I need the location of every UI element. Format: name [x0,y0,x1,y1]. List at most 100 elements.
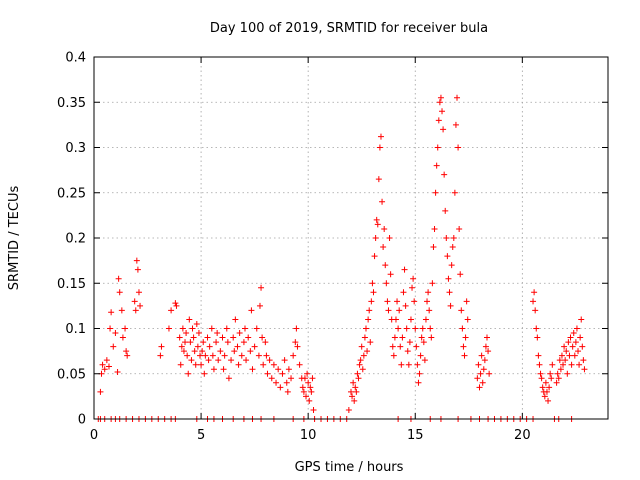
data-point [538,375,545,382]
data-point [451,189,458,196]
data-point [294,343,301,350]
data-point [268,375,275,382]
data-point [205,357,212,364]
data-point [424,298,431,305]
data-point [379,198,386,205]
data-point [185,370,192,377]
data-point [461,352,468,359]
data-point [300,388,307,395]
data-point [115,275,122,282]
data-point [452,121,459,128]
data-point [569,343,576,350]
data-point [534,334,541,341]
data-point [482,343,489,350]
data-point [308,388,315,395]
data-point [219,334,226,341]
data-point [389,343,396,350]
data-point [430,244,437,251]
data-point [573,325,580,332]
data-point [542,379,549,386]
data-point [450,235,457,241]
data-point [437,94,444,101]
data-point [184,352,191,359]
data-point [410,275,417,282]
data-point [354,370,361,377]
data-point [349,393,356,400]
data-point [178,343,185,350]
data-point [186,316,193,323]
data-point [541,393,548,400]
data-point [248,307,255,314]
data-point [247,348,254,355]
data-point [173,302,180,309]
data-point [425,289,432,296]
data-point [412,325,419,332]
data-point [556,357,563,364]
data-point [579,343,586,350]
data-point [400,289,407,296]
data-point [435,117,442,124]
data-point [225,375,232,382]
data-point [532,307,539,314]
data-point [432,189,439,196]
data-point [202,352,209,359]
data-point [460,343,467,350]
data-point [580,357,587,364]
data-point [449,244,456,251]
data-point [547,370,554,377]
data-point [101,366,108,373]
data-point [434,144,441,151]
data-point [561,343,568,350]
data-point [367,339,374,346]
data-point [366,307,373,314]
data-point [474,375,481,382]
data-point [429,280,436,287]
data-point [576,361,583,368]
data-point [433,162,440,169]
data-point [443,235,450,241]
data-point [575,348,582,355]
data-point [564,370,571,377]
data-point [455,144,462,151]
chart-title: Day 100 of 2019, SRMTID for receiver bul… [210,21,488,36]
data-point [309,375,316,382]
data-point [353,388,360,395]
data-point [566,352,573,359]
data-point [416,370,423,377]
data-point [380,244,387,251]
data-point [168,307,175,314]
data-point [365,316,372,323]
data-point [350,379,357,386]
data-point [305,379,312,386]
data-point [578,316,585,323]
data-point [530,298,537,305]
data-point [116,289,123,296]
data-point [201,370,208,377]
data-point [213,339,220,346]
data-point [197,352,204,359]
data-point [370,289,377,296]
data-point [97,388,104,395]
data-point [394,298,401,305]
data-point [240,339,247,346]
data-point [277,384,284,391]
x-tick-label: 15 [407,428,424,443]
data-point [436,99,443,106]
data-point [292,339,299,346]
data-point [352,384,359,391]
data-point [206,343,213,350]
data-point [409,284,416,291]
data-point [122,325,129,332]
data-point [172,300,179,307]
data-point [165,325,172,332]
data-point [188,357,195,364]
data-point [420,339,427,346]
data-point [356,361,363,368]
data-point [296,361,303,368]
data-point [444,253,451,260]
data-point [376,144,383,151]
data-point [475,361,482,368]
data-point [183,330,190,337]
data-point [133,257,140,264]
y-tick-label: 0.2 [65,232,86,247]
